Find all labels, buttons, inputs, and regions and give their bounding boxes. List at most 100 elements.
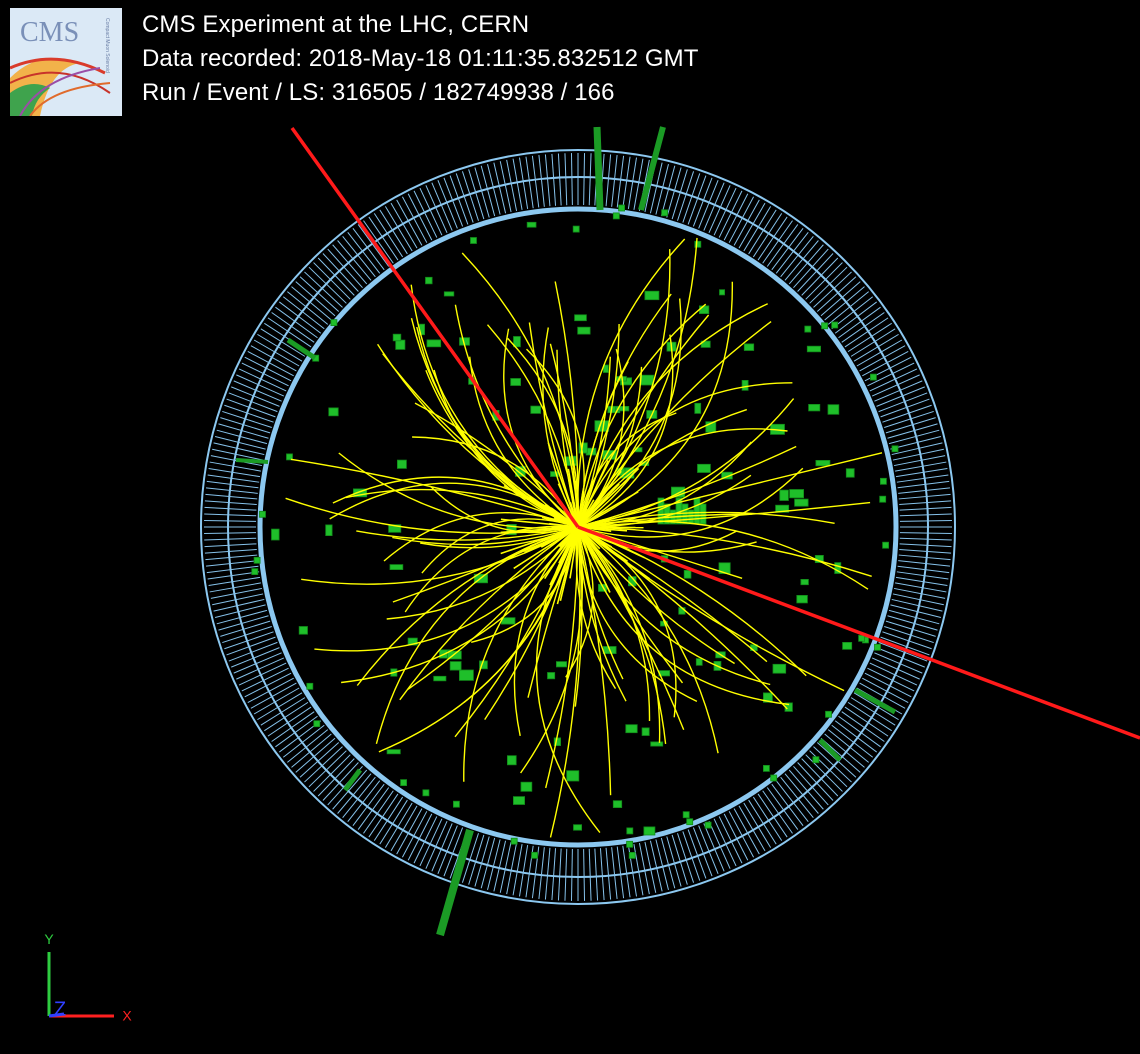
ring-segment [890, 604, 942, 618]
track [577, 445, 797, 528]
energy-deposit [891, 445, 899, 453]
energy-deposit [661, 209, 668, 217]
ring-segment [878, 641, 928, 662]
ring-segment [208, 467, 261, 478]
ring-segment [304, 271, 343, 308]
ring-segment [771, 783, 804, 826]
energy-deposit [815, 459, 831, 467]
energy-deposit [741, 379, 749, 391]
ring-segment [633, 158, 644, 210]
ring-segment [788, 769, 824, 810]
ring-segment [570, 153, 573, 206]
ring-segment [332, 244, 368, 285]
ring-segment [205, 554, 258, 561]
energy-deposit [644, 290, 660, 301]
ring-segment [250, 682, 297, 709]
ring-segment [733, 808, 760, 855]
ring-segment [390, 805, 418, 852]
ring-segment [899, 519, 952, 522]
track [392, 526, 579, 546]
ring-segment [390, 202, 418, 249]
energy-deposit [763, 765, 770, 772]
ring-segment [856, 339, 903, 367]
energy-deposit [806, 345, 821, 353]
muon-track-upper-left [290, 126, 580, 529]
track-core [577, 526, 597, 552]
ring-segment [898, 554, 951, 561]
energy-deposit [743, 343, 755, 351]
ring-segment [891, 598, 943, 612]
z-axis-line [48, 1012, 65, 1018]
ring-segment [713, 187, 737, 236]
ring-segment [220, 417, 271, 434]
energy-deposit [251, 568, 259, 575]
ring-segment [363, 790, 394, 834]
track [399, 526, 579, 701]
energy-deposit [253, 556, 261, 564]
energy-deposit [328, 407, 339, 417]
track-core [500, 518, 579, 528]
energy-deposit [626, 827, 634, 835]
ring-segment [862, 677, 909, 704]
ring-segment [638, 842, 650, 895]
ring-segment [557, 153, 562, 206]
ring-segment [616, 846, 625, 899]
ring-segment [271, 711, 315, 742]
ring-segment [216, 609, 268, 625]
ring-segment [797, 762, 834, 801]
ring-segment [813, 271, 852, 308]
track-core [577, 508, 588, 528]
energy-deposit [882, 541, 889, 549]
ring-segment [213, 442, 265, 456]
ring-segment [499, 841, 512, 893]
ring-segment [493, 162, 507, 214]
track [577, 501, 871, 528]
ring-segment [401, 196, 428, 243]
track [345, 488, 579, 528]
ring-segment [570, 848, 573, 901]
ring-segment [834, 301, 877, 334]
energy-deposit [352, 488, 368, 498]
ring-segment [649, 162, 663, 214]
ring-segment [238, 368, 287, 392]
ring-segment [322, 253, 359, 292]
ring-segment [531, 155, 540, 208]
ring-segment [887, 423, 938, 439]
ring-segment [752, 213, 783, 258]
ring-segment [287, 729, 329, 763]
ring-segment [407, 193, 433, 241]
ring-segment [780, 776, 814, 818]
ring-segment [226, 398, 276, 418]
ring-segment [557, 848, 562, 901]
ring-segment [847, 701, 892, 732]
ring-segment [867, 362, 915, 387]
ring-segment [437, 825, 458, 874]
energy-deposit [699, 305, 710, 314]
ring-segment [291, 286, 332, 321]
ring-segment [204, 506, 257, 511]
track-core [529, 526, 579, 547]
energy-deposit [556, 661, 568, 668]
ring-segment [838, 306, 881, 339]
ring-segment [895, 582, 947, 593]
track [301, 526, 579, 585]
ring-segment [831, 724, 874, 758]
ring-segment [698, 825, 719, 874]
ring-segment [493, 840, 507, 892]
energy-deposit [513, 336, 521, 348]
ring-segment [884, 626, 934, 644]
energy-deposit [615, 405, 630, 412]
energy-deposit [449, 661, 462, 671]
ring-segment [775, 231, 809, 274]
energy-deposit [874, 643, 881, 651]
energy-deposit [643, 826, 656, 836]
ring-segment [897, 480, 950, 489]
ring-segment [264, 701, 309, 732]
ring-segment [518, 844, 529, 897]
ring-segment [788, 244, 824, 285]
ring-segment [780, 236, 814, 278]
ring-segment [247, 677, 294, 704]
ring-segment [413, 816, 438, 864]
ring-segment [775, 780, 809, 823]
ring-segment [379, 799, 408, 845]
